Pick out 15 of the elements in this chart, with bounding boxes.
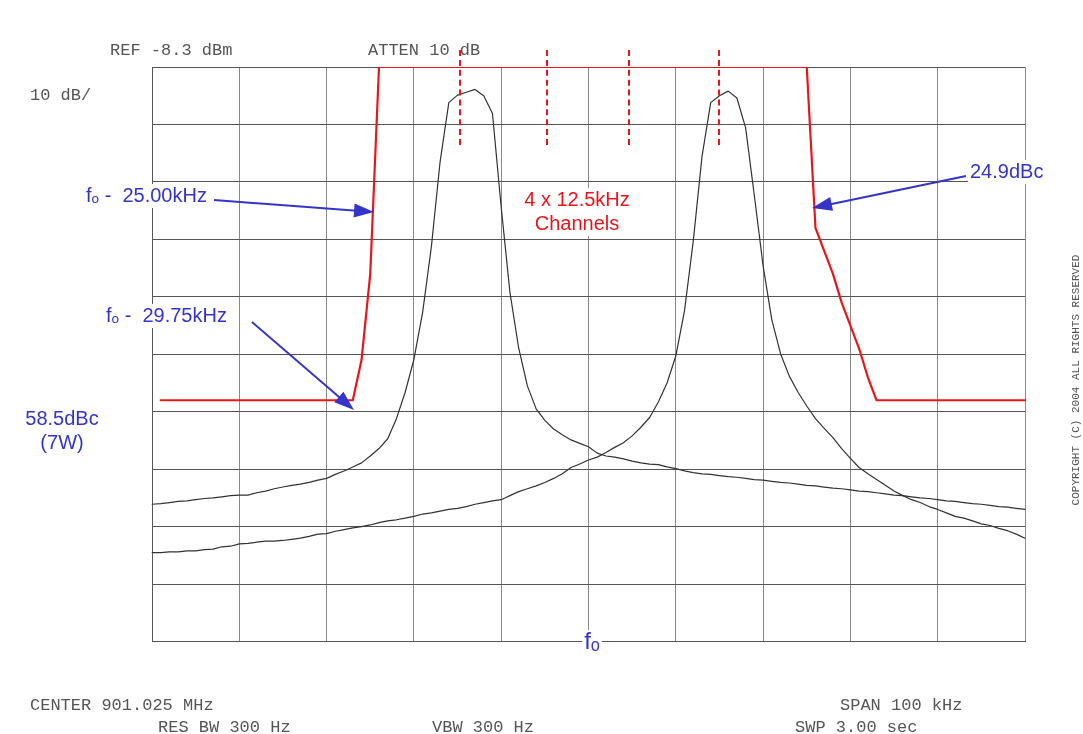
text: 58.5dBc (7W) bbox=[25, 406, 99, 453]
text: 10 dB/ bbox=[30, 85, 92, 105]
text: COPYRIGHT (C) 2004 ALL RIGHTS RESERVED bbox=[1069, 254, 1082, 506]
annotation: fₒ - 29.75kHz bbox=[106, 303, 227, 326]
text: VBW 300 Hz bbox=[432, 717, 535, 734]
annotation: 24.9dBc bbox=[970, 159, 1044, 182]
annotation: 4 x 12.5kHz Channels bbox=[524, 187, 630, 234]
text: CENTER 901.025 MHz bbox=[30, 695, 214, 715]
text: REF -8.3 dBm bbox=[110, 40, 233, 60]
text: SPAN 100 kHz bbox=[840, 695, 963, 715]
annotation: fₒ bbox=[584, 626, 600, 654]
text: SWP 3.00 sec bbox=[795, 717, 918, 734]
annotation: fₒ - 25.00kHz bbox=[86, 183, 207, 206]
text: RES BW 300 Hz bbox=[158, 717, 291, 734]
text: ATTEN 10 dB bbox=[368, 40, 481, 60]
